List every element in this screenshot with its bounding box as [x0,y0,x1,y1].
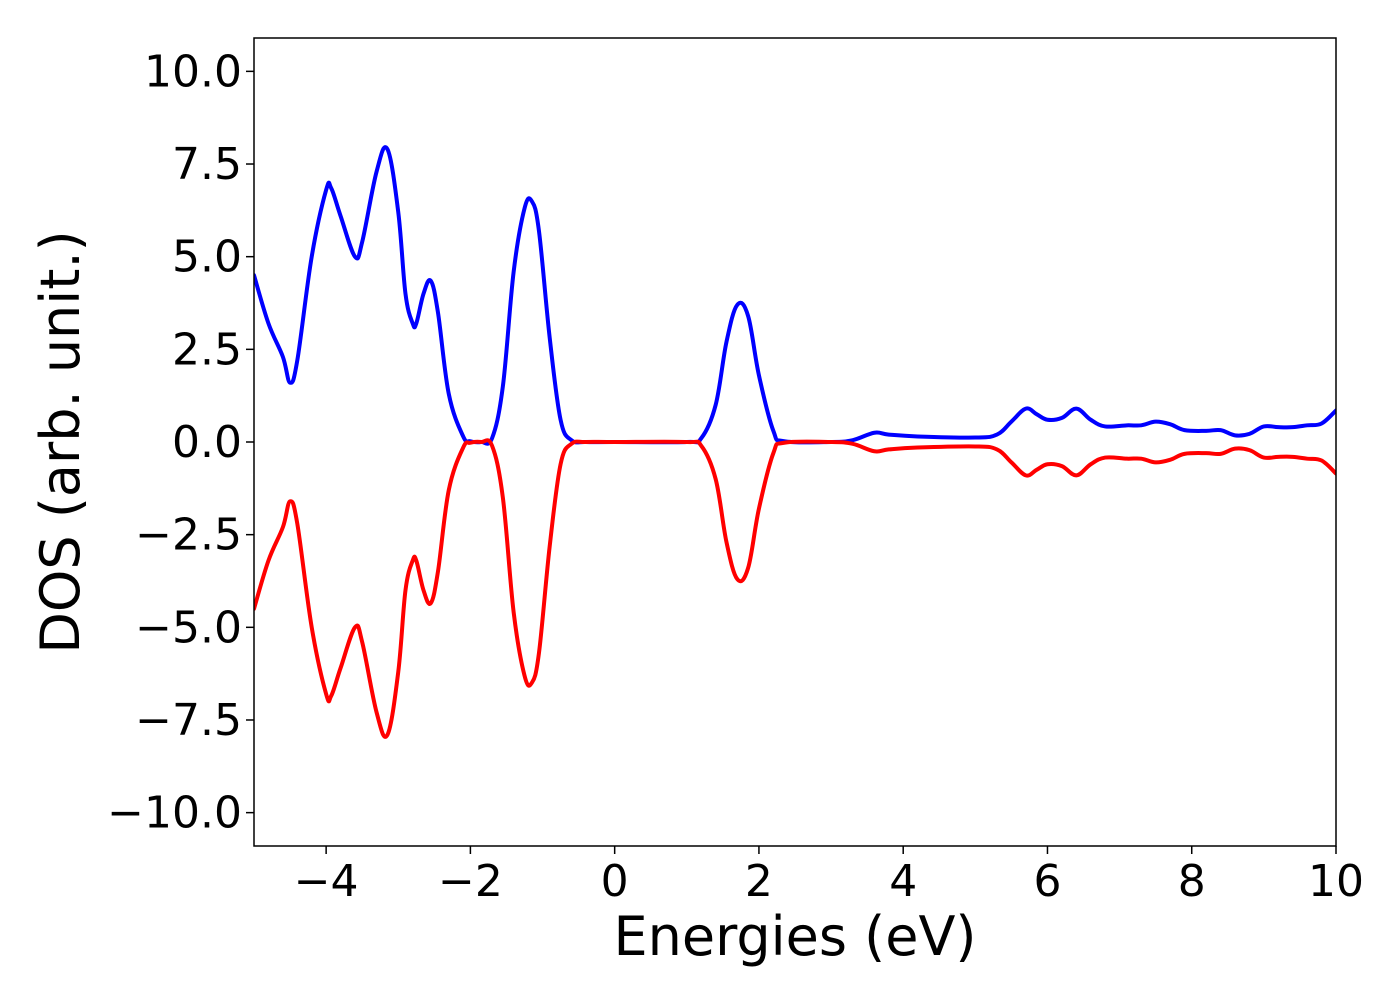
x-tick-label: 2 [745,856,773,907]
y-tick-label: 10.0 [144,46,242,97]
x-tick-label: −4 [294,856,359,907]
y-tick-label: −2.5 [135,510,242,561]
y-axis-label: DOS (arb. unit.) [29,230,92,653]
x-tick-label: 8 [1178,856,1206,907]
y-tick-label: −10.0 [107,788,242,839]
y-tick-label: 5.0 [172,232,242,283]
y-tick-label: −7.5 [135,695,242,746]
x-tick-label: 10 [1308,856,1364,907]
y-tick-label: 0.0 [172,417,242,468]
x-tick-label: 4 [889,856,917,907]
x-tick-label: 0 [601,856,629,907]
series-line-2 [254,438,1336,739]
x-tick-label: −2 [438,856,503,907]
y-axis-ticks: −10.0 −7.5 −5.0 −2.5 0.0 2.5 5.0 7.5 10.0 [107,46,254,839]
x-axis-ticks: −4 −2 0 2 4 6 8 10 [294,846,1364,907]
y-tick-label: −5.0 [135,602,242,653]
y-tick-label: 7.5 [172,139,242,190]
series-layer [254,145,1336,739]
x-axis-label: Energies (eV) [614,905,977,968]
x-tick-label: 6 [1033,856,1061,907]
y-tick-label: 2.5 [172,324,242,375]
